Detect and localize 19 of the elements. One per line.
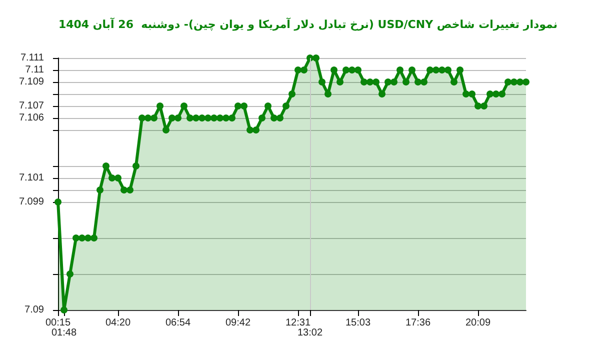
x-tick-label: 00:15 [45, 318, 71, 328]
x-tick-label: 04:20 [105, 318, 131, 328]
chart-title: نمودار تغییرات شاخص USD/CNY (نرخ تبادل دلار آمریکا و یوان چین)- دوشنبه 26 آبان 1404 [58, 17, 558, 31]
x-tick-label: 20:09 [465, 318, 491, 328]
y-tick-label: 7.106 [18, 112, 44, 124]
y-tick-label: 7.109 [18, 76, 44, 88]
x-tick-label: 15:03 [345, 318, 371, 328]
y-tick-label: 7.11 [25, 64, 44, 76]
x-tick-label: 12:31 [285, 318, 311, 328]
x-tick-label: 13:02 [297, 328, 323, 338]
x-tick-label: 09:42 [225, 318, 251, 328]
y-tick-label: 7.107 [18, 100, 44, 112]
y-tick-label: 7.111 [20, 52, 44, 64]
y-tick-label: 7.101 [18, 172, 44, 184]
y-tick-label: 7.099 [18, 196, 44, 208]
y-tick-label: 7.09 [24, 304, 44, 316]
x-tick-label: 06:54 [165, 318, 191, 328]
x-tick-label: 01:48 [51, 328, 77, 338]
x-tick-label: 17:36 [405, 318, 431, 328]
